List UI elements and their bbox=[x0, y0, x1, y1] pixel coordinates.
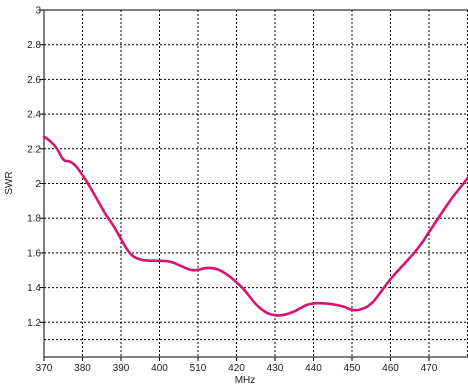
axis-ticks: 370 380 390 400 510 420 430 440 450 460 470 1.2 1.4 1… bbox=[27, 6, 468, 374]
y-tick-label: 2.8 bbox=[27, 40, 41, 51]
y-axis-title: SWR bbox=[4, 171, 15, 194]
x-tick-label: 390 bbox=[113, 363, 130, 374]
x-tick-label: 450 bbox=[344, 363, 361, 374]
y-tick-label: 1.6 bbox=[27, 248, 41, 259]
x-tick-label: 380 bbox=[74, 363, 91, 374]
y-tick-label: 2.6 bbox=[27, 75, 41, 86]
y-tick-label: 2.2 bbox=[27, 144, 41, 155]
x-tick-label: 370 bbox=[36, 363, 53, 374]
x-tick-label: 470 bbox=[421, 363, 438, 374]
series-layer bbox=[42, 135, 468, 317]
y-tick-label: 1.2 bbox=[27, 318, 41, 329]
y-tick-label: 1.8 bbox=[27, 214, 41, 225]
swr-series-line bbox=[42, 135, 468, 317]
x-tick-label: 510 bbox=[190, 363, 207, 374]
x-axis-title: MHz bbox=[235, 375, 256, 386]
x-tick-label: 420 bbox=[228, 363, 245, 374]
y-tick-label: 2 bbox=[35, 179, 41, 190]
y-tick-label: 3 bbox=[35, 6, 41, 17]
y-tick-label: 1.4 bbox=[27, 283, 41, 294]
y-tick-label: 2.4 bbox=[27, 110, 41, 121]
x-tick-label: 440 bbox=[305, 363, 322, 374]
x-tick-label: 460 bbox=[382, 363, 399, 374]
x-tick-label: 400 bbox=[151, 363, 168, 374]
x-tick-label: 430 bbox=[267, 363, 284, 374]
